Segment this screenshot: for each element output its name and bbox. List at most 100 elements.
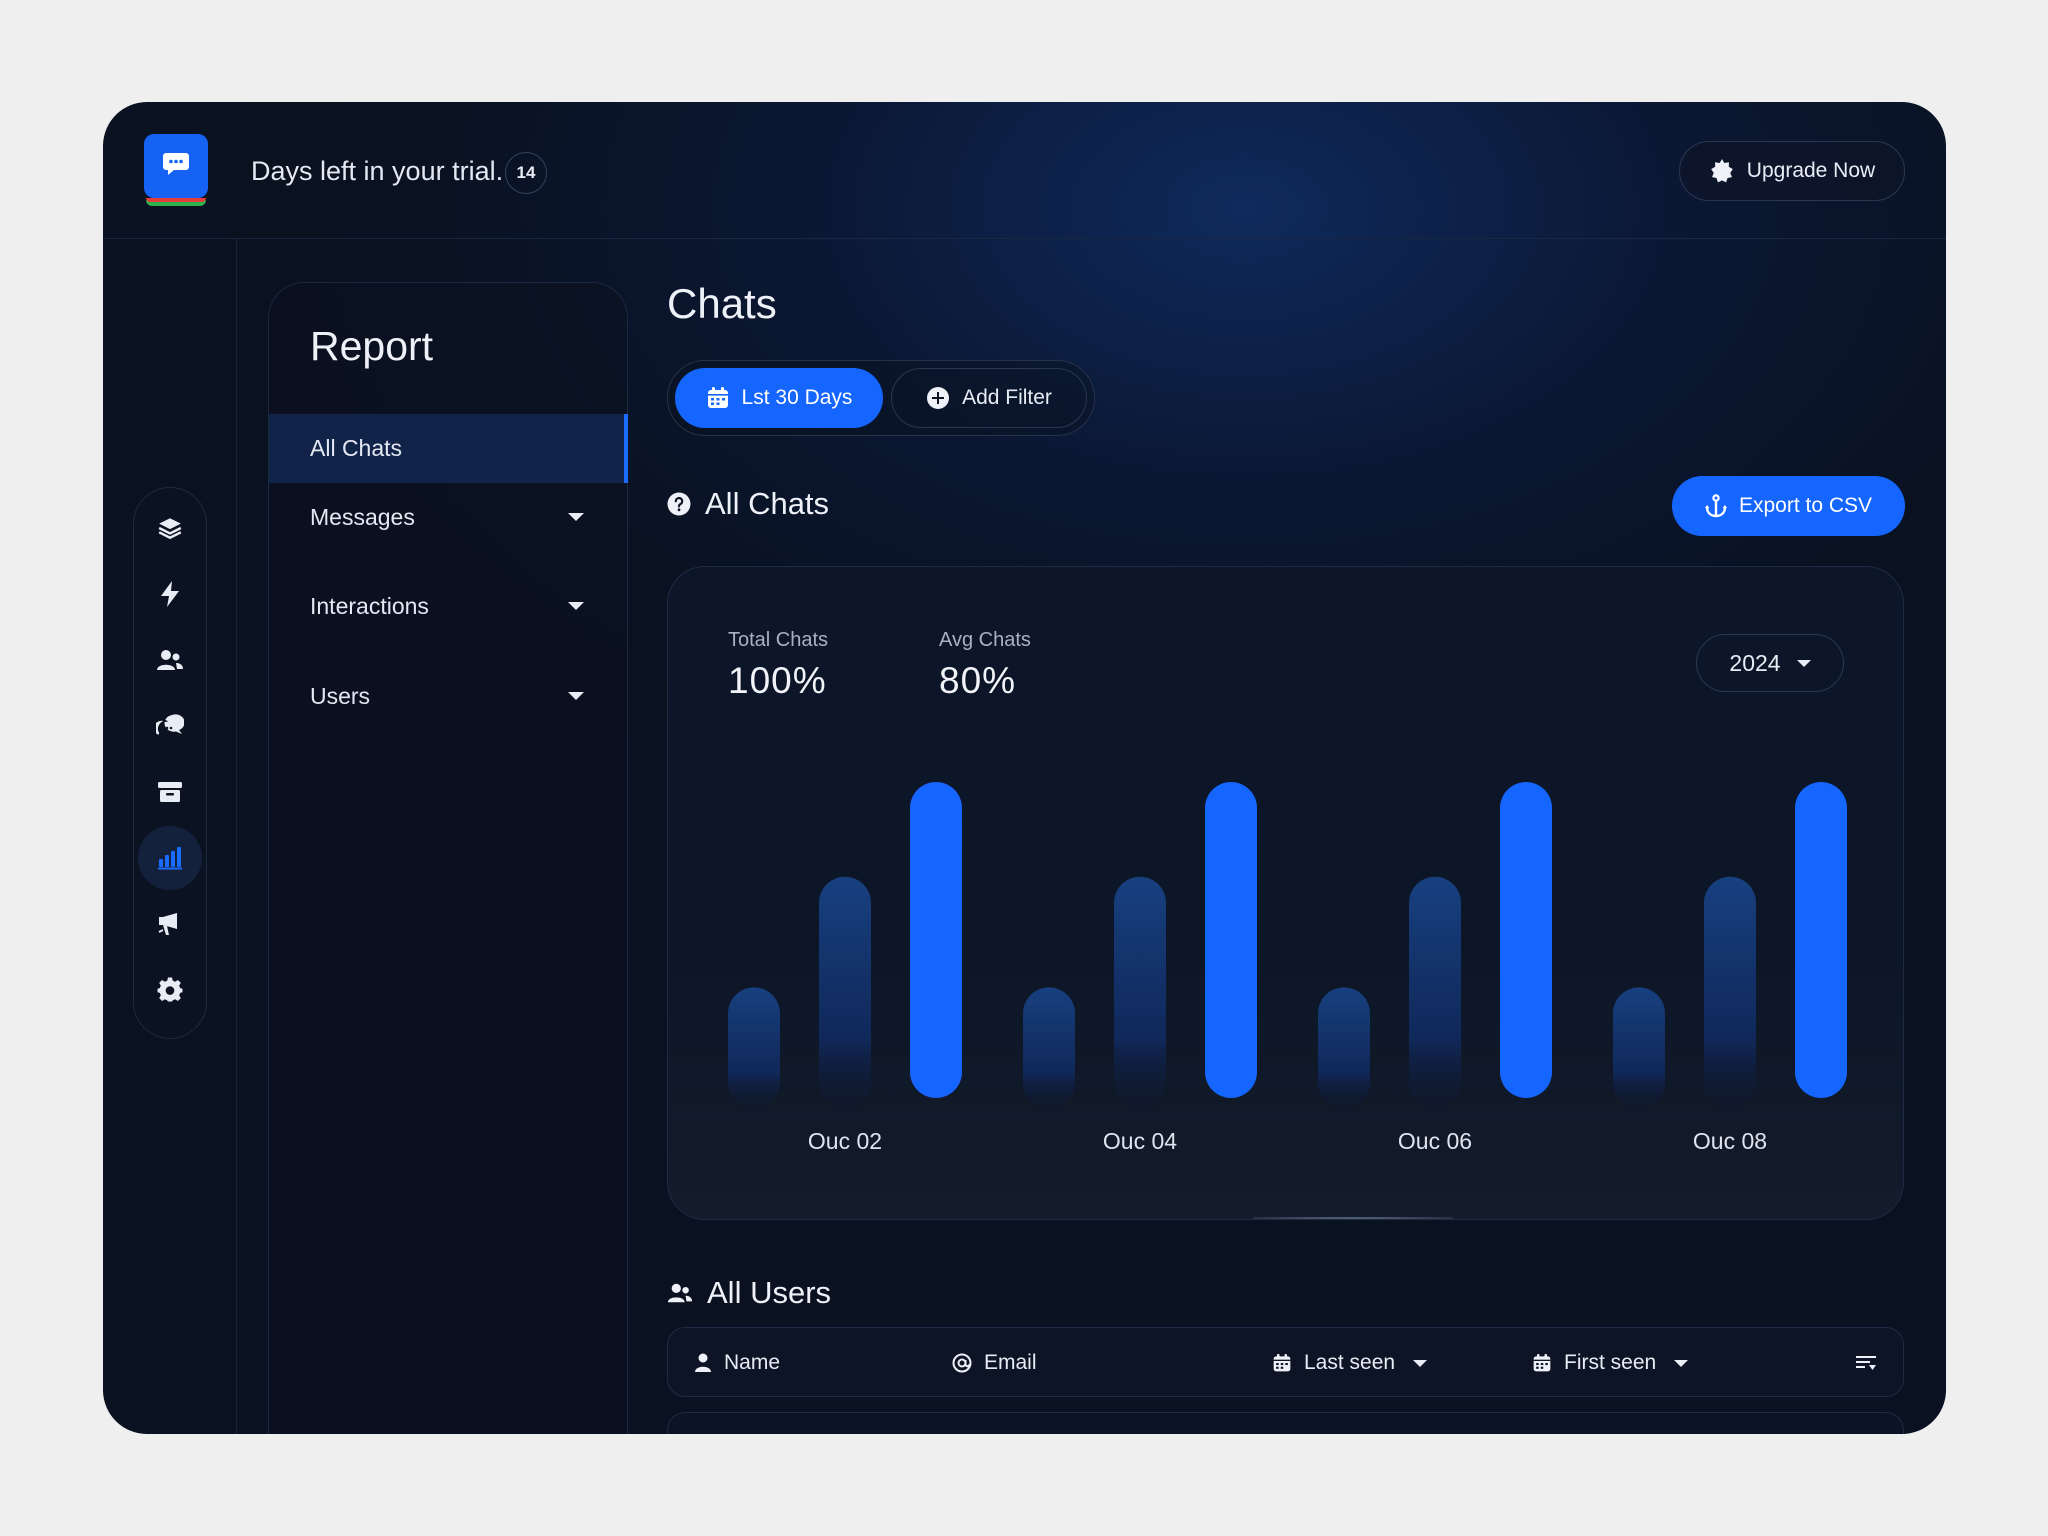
chart-bar[interactable]: [1318, 987, 1370, 1108]
export-csv-label: Export to CSV: [1738, 494, 1873, 517]
chart-bar[interactable]: [1409, 876, 1461, 1108]
caret-down-icon: [1796, 659, 1811, 667]
calendar-icon: [1273, 1353, 1291, 1372]
export-csv-button[interactable]: Export to CSV: [1672, 476, 1905, 536]
rail-item-campaigns[interactable]: [138, 892, 202, 956]
rail-divider: [236, 239, 237, 1434]
date-range-label: Lst 30 Days: [741, 386, 853, 409]
chart-bar[interactable]: [1704, 876, 1756, 1108]
gear-icon: [157, 977, 183, 1002]
rail-item-reports[interactable]: [138, 826, 202, 890]
table-row[interactable]: [667, 1412, 1904, 1434]
column-email-label: Email: [984, 1351, 1037, 1374]
chats-bar-chart: Ouc 02 Ouc 04 Ouc 06 Ouc 08: [728, 782, 1847, 1154]
calendar-icon: [707, 387, 728, 408]
filter-bar: Lst 30 Days Add Filter: [667, 360, 1095, 436]
sparkle-badge-icon: [1710, 159, 1733, 183]
calendar-icon: [1533, 1353, 1551, 1372]
users-icon: [157, 650, 183, 670]
chart-bar[interactable]: [1114, 876, 1166, 1108]
side-nav-title: Report: [310, 323, 434, 369]
avg-chats-label: Avg Chats: [939, 629, 1031, 651]
users-table-header: Name Email Last seen: [667, 1327, 1904, 1397]
rail-item-chats[interactable]: [138, 694, 202, 758]
help-circle-icon[interactable]: [667, 492, 691, 516]
nav-item-users[interactable]: Users: [269, 662, 628, 731]
upgrade-now-button[interactable]: Upgrade Now: [1679, 141, 1905, 201]
rail-item-settings[interactable]: [138, 958, 202, 1022]
add-filter-label: Add Filter: [962, 386, 1052, 409]
anchor-export-icon: [1704, 494, 1727, 518]
bolt-icon: [161, 581, 179, 607]
caret-down-icon: [1674, 1359, 1689, 1367]
total-chats-value: 100%: [728, 660, 827, 701]
all-chats-heading-label: All Chats: [705, 486, 830, 521]
x-axis-label: Ouc 08: [1693, 1128, 1767, 1154]
all-users-heading-label: All Users: [707, 1275, 832, 1310]
nav-item-all-chats[interactable]: All Chats: [269, 414, 628, 483]
chart-bar[interactable]: [1795, 782, 1847, 1098]
caret-down-icon: [568, 602, 584, 610]
all-chats-heading: All Chats: [667, 486, 829, 522]
column-last-seen-label: Last seen: [1304, 1351, 1396, 1374]
column-email[interactable]: Email: [952, 1328, 1037, 1398]
avg-chats-stat: Avg Chats 80%: [939, 629, 1031, 702]
caret-down-icon: [568, 513, 584, 521]
megaphone-icon: [158, 913, 177, 935]
nav-item-messages[interactable]: Messages: [269, 483, 628, 552]
card-glow: [1253, 1217, 1453, 1219]
users-icon: [667, 1283, 693, 1303]
chart-bar[interactable]: [1500, 782, 1552, 1098]
chart-bar[interactable]: [728, 987, 780, 1108]
app-window: Days left in your trial. 14 Upgrade Now: [103, 102, 1946, 1434]
chat-bubbles-icon: [156, 714, 184, 739]
person-icon: [695, 1353, 711, 1372]
caret-down-icon: [568, 692, 584, 700]
columns-filter-icon: [1856, 1356, 1876, 1370]
rail-item-bolt[interactable]: [138, 562, 202, 626]
chart-bar[interactable]: [1205, 782, 1257, 1098]
layers-icon: [158, 518, 182, 540]
add-filter-button[interactable]: Add Filter: [891, 368, 1087, 428]
chats-chart-card: Total Chats 100% Avg Chats 80% 2024 Ouc …: [667, 566, 1904, 1220]
x-axis-label: Ouc 02: [808, 1128, 882, 1154]
x-axis-label: Ouc 06: [1398, 1128, 1472, 1154]
chart-bar[interactable]: [1613, 987, 1665, 1108]
all-users-heading: All Users: [667, 1275, 831, 1311]
avg-chats-value: 80%: [939, 660, 1017, 701]
chart-bar[interactable]: [910, 782, 962, 1098]
rail-item-layers[interactable]: [138, 496, 202, 560]
rail-item-users[interactable]: [138, 628, 202, 692]
nav-item-label: All Chats: [310, 435, 403, 461]
total-chats-label: Total Chats: [728, 629, 829, 651]
top-bar: Days left in your trial. 14 Upgrade Now: [103, 102, 1946, 239]
bar-chart-icon: [158, 847, 182, 870]
upgrade-now-label: Upgrade Now: [1746, 159, 1876, 182]
column-settings-button[interactable]: [1855, 1328, 1877, 1398]
icon-rail: [133, 487, 207, 1039]
trial-text: Days left in your trial.: [251, 156, 504, 186]
date-range-button[interactable]: Lst 30 Days: [675, 368, 883, 428]
year-select[interactable]: 2024: [1696, 634, 1844, 692]
column-first-seen-label: First seen: [1564, 1351, 1657, 1374]
x-axis-label: Ouc 04: [1103, 1128, 1177, 1154]
caret-down-icon: [1413, 1359, 1428, 1367]
page-title: Chats: [667, 280, 777, 327]
column-last-seen[interactable]: Last seen: [1272, 1328, 1428, 1398]
archive-icon: [158, 782, 182, 802]
report-side-nav: Report All Chats Messages Interactions U…: [268, 282, 628, 1434]
column-name[interactable]: Name: [694, 1328, 780, 1398]
column-first-seen[interactable]: First seen: [1532, 1328, 1689, 1398]
chat-logo-icon: [163, 153, 189, 175]
chart-bar[interactable]: [1023, 987, 1075, 1108]
trial-days-badge: 14: [505, 152, 547, 194]
nav-item-label: Users: [310, 683, 371, 709]
total-chats-stat: Total Chats 100%: [728, 629, 828, 702]
nav-item-label: Interactions: [310, 593, 429, 619]
nav-item-interactions[interactable]: Interactions: [269, 572, 628, 641]
rail-item-archive[interactable]: [138, 760, 202, 824]
column-name-label: Name: [724, 1351, 781, 1374]
app-logo[interactable]: [144, 134, 208, 210]
chart-bar[interactable]: [819, 876, 871, 1108]
at-sign-icon: [952, 1353, 972, 1373]
